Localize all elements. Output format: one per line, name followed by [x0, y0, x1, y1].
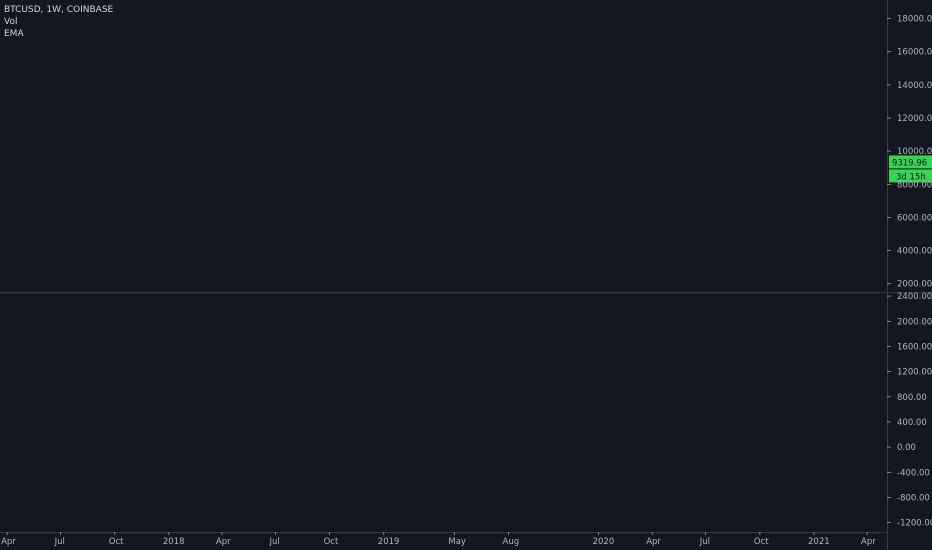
countdown-badge: [889, 169, 932, 183]
price-tick-label: 8000.00: [897, 180, 932, 190]
time-tick-label: 2021: [808, 537, 830, 547]
macd-tick-label: -800.00: [897, 493, 930, 503]
last-price-label: 9319.96: [892, 158, 927, 168]
legend-entry: Vol: [4, 17, 17, 27]
last-price-badge: [889, 155, 932, 169]
macd-tick-label: 800.00: [897, 393, 927, 403]
macd-tick-label: 0.00: [897, 443, 916, 453]
time-tick-label: Jul: [699, 537, 710, 547]
time-tick-label: Aug: [503, 537, 520, 547]
macd-tick-label: 1600.00: [897, 343, 932, 353]
macd-tick-label: 2000.00: [897, 317, 932, 327]
time-tick-label: Oct: [109, 537, 124, 547]
time-tick-label: Oct: [754, 537, 769, 547]
macd-tick-label: 400.00: [897, 418, 927, 428]
time-tick-label: Apr: [861, 537, 876, 547]
time-tick-label: 2020: [593, 537, 615, 547]
price-tick-label: 10000.00: [897, 147, 932, 157]
macd-tick-label: 2400.00: [897, 292, 932, 302]
price-tick-label: 12000.00: [897, 114, 932, 124]
price-tick-label: 14000.00: [897, 81, 932, 91]
price-tick-label: 2000.00: [897, 280, 932, 290]
price-tick-label: 4000.00: [897, 247, 932, 257]
time-tick-label: Apr: [1, 537, 16, 547]
price-tick-label: 16000.00: [897, 48, 932, 58]
time-tick-label: 2019: [378, 537, 400, 547]
price-tick-label: 18000.00: [897, 15, 932, 25]
legend-entry: BTCUSD, 1W, COINBASE: [4, 5, 114, 15]
time-tick-label: Oct: [324, 537, 339, 547]
legend-entry: EMA: [4, 29, 24, 39]
price-tick-label: 6000.00: [897, 213, 932, 223]
time-tick-label: May: [448, 537, 466, 547]
macd-tick-label: 1200.00: [897, 368, 932, 378]
time-tick-label: Jul: [269, 537, 280, 547]
time-tick-label: Apr: [646, 537, 661, 547]
macd-tick-label: -1200.00: [897, 519, 932, 529]
countdown-label: 3d 15h: [896, 172, 926, 182]
time-tick-label: Apr: [216, 537, 231, 547]
time-tick-label: Jul: [54, 537, 65, 547]
time-tick-label: 2018: [163, 537, 185, 547]
macd-tick-label: -400.00: [897, 468, 930, 478]
